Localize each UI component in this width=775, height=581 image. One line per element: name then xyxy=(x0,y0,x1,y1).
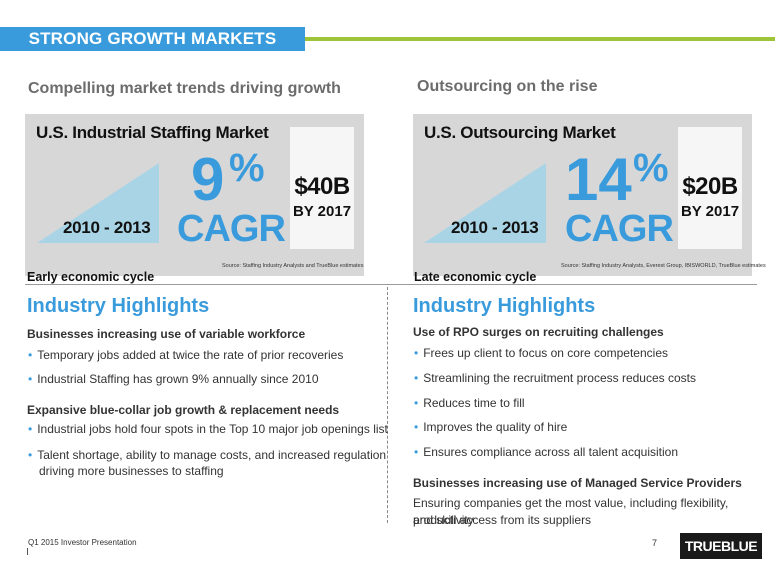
page-number: 7 xyxy=(652,538,658,548)
right-section2-heading: Businesses increasing use of Managed Ser… xyxy=(413,476,742,490)
column-divider xyxy=(387,287,388,523)
right-market-panel: U.S. Outsourcing Market 2010 - 2013 14 %… xyxy=(413,114,766,276)
footer-tick xyxy=(27,548,28,555)
right-highlights-title: Industry Highlights xyxy=(413,295,596,317)
left-subtitle: Compelling market trends driving growth xyxy=(28,80,341,97)
right-forecast-box: $20B BY 2017 xyxy=(678,127,742,249)
right-forecast-value: $20B xyxy=(682,173,738,200)
list-item: • Frees up client to focus on core compet… xyxy=(414,346,668,360)
page-title: STRONG GROWTH MARKETS xyxy=(28,29,277,48)
left-section1-heading: Businesses increasing use of variable wo… xyxy=(27,327,306,341)
growth-triangle-icon xyxy=(424,163,546,243)
left-forecast-year: BY 2017 xyxy=(292,203,352,220)
growth-triangle-icon xyxy=(37,163,159,243)
header-tab xyxy=(0,27,305,51)
list-item: • Reduces time to fill xyxy=(414,396,525,410)
right-cagr-label: CAGR xyxy=(565,208,674,250)
right-panel-title: U.S. Outsourcing Market xyxy=(424,123,616,142)
left-panel-years: 2010 - 2013 xyxy=(63,218,151,237)
right-source-note: Source: Staffing Industry Analysts, Ever… xyxy=(561,263,766,269)
list-item: • Industrial jobs hold four spots in the … xyxy=(28,422,388,436)
right-percent-value: 14 xyxy=(565,146,632,213)
list-item: • Temporary jobs added at twice the rate … xyxy=(28,348,344,362)
list-item: • Ensures compliance across all talent ac… xyxy=(414,445,678,459)
left-percent-sign: % xyxy=(229,146,265,190)
right-panel-years: 2010 - 2013 xyxy=(451,218,539,237)
left-cycle-label: Early economic cycle xyxy=(27,270,155,284)
left-forecast-box: $40B BY 2017 xyxy=(290,127,354,249)
list-item: • Talent shortage, ability to manage cost… xyxy=(28,448,387,462)
left-percent-value: 9 xyxy=(191,146,225,213)
footer-presentation-label: Q1 2015 Investor Presentation xyxy=(28,538,137,547)
right-percent-sign: % xyxy=(633,146,669,190)
left-panel-title: U.S. Industrial Staffing Market xyxy=(36,123,269,142)
right-section2-text-2: and skill access from its suppliers xyxy=(413,513,592,527)
left-cagr-label: CAGR xyxy=(177,208,286,250)
right-section1-heading: Use of RPO surges on recruiting challeng… xyxy=(413,325,664,339)
right-forecast-year: BY 2017 xyxy=(680,203,740,220)
list-item: • Industrial Staffing has grown 9% annual… xyxy=(28,372,319,386)
left-highlights-title: Industry Highlights xyxy=(27,295,210,317)
trueblue-logo: TRUEBLUE xyxy=(680,533,762,559)
list-item-continuation: driving more businesses to staffing xyxy=(39,464,224,478)
list-item: • Streamlining the recruitment process re… xyxy=(414,371,696,385)
left-forecast-value: $40B xyxy=(294,173,350,200)
left-market-panel: U.S. Industrial Staffing Market 2010 - 2… xyxy=(25,114,364,276)
section-rule xyxy=(25,284,757,285)
right-subtitle: Outsourcing on the rise xyxy=(417,78,598,95)
left-source-note: Source: Staffing Industry Analysts and T… xyxy=(222,263,364,269)
header-rule xyxy=(0,37,775,41)
right-cycle-label: Late economic cycle xyxy=(414,270,537,284)
left-section2-heading: Expansive blue-collar job growth & repla… xyxy=(27,403,340,417)
list-item: • Improves the quality of hire xyxy=(414,420,568,434)
right-section2-text: Ensuring companies get the most value, i… xyxy=(413,496,729,527)
